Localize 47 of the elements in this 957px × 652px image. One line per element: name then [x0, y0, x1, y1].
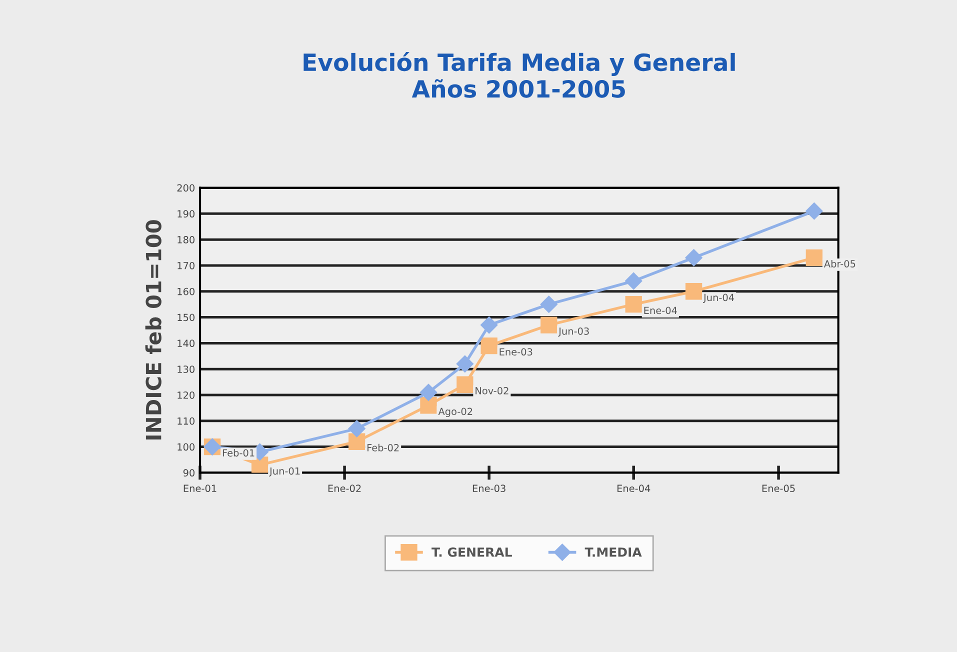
point: [806, 202, 823, 220]
point: [420, 384, 438, 401]
annotation: Jun-03: [558, 327, 589, 337]
annotation: Abr-05: [824, 260, 856, 268]
point: [456, 355, 474, 372]
y-axis-title: INDICE feb 01=100: [145, 220, 162, 440]
y-tick-label: 150: [178, 314, 195, 322]
point: [806, 249, 823, 266]
point: [540, 296, 558, 313]
annotation: Ene-03: [500, 348, 532, 356]
y-tick-label: 160: [178, 288, 195, 296]
y-tick-label: 110: [178, 417, 195, 425]
point: [625, 296, 642, 313]
chart-title: Evolución Tarifa Media y General Años 2001-2005: [304, 52, 735, 98]
x-tick-label: Ene-02: [328, 484, 361, 492]
annotation: Feb-02: [367, 444, 399, 452]
point: [480, 316, 498, 334]
x-tick-label: Ene-04: [617, 484, 650, 492]
y-tick-label: 90: [183, 469, 195, 477]
point: [348, 420, 366, 438]
legend-label: T. GENERAL: [432, 547, 512, 557]
point: [456, 376, 474, 393]
y-tick-label: 180: [178, 236, 195, 244]
y-tick-label: 120: [178, 391, 195, 399]
point: [540, 316, 558, 334]
point: [685, 283, 702, 300]
annotation: Ene-04: [644, 306, 677, 314]
annotation: Jun-01: [269, 467, 300, 476]
y-tick-label: 140: [178, 340, 195, 348]
annotation: Ago-02: [438, 408, 472, 418]
y-tick-label: 100: [178, 443, 195, 451]
annotation: Jun-04: [703, 294, 734, 303]
x-tick-label: Ene-01: [184, 484, 216, 492]
point: [348, 433, 366, 450]
point: [625, 272, 642, 290]
point: [480, 337, 498, 354]
annotation: Feb-01: [222, 449, 254, 457]
x-tick-label: Ene-05: [762, 484, 795, 492]
legend-label: T.MEDIA: [584, 548, 642, 557]
annotation: Nov-02: [476, 387, 508, 394]
y-tick-label: 200: [177, 184, 195, 192]
y-tick-label: 190: [178, 210, 195, 218]
x-tick-label: Ene-03: [472, 484, 506, 492]
y-tick-label: 170: [178, 262, 195, 270]
y-tick-label: 130: [178, 366, 195, 373]
point: [420, 397, 437, 414]
point: [685, 249, 702, 266]
